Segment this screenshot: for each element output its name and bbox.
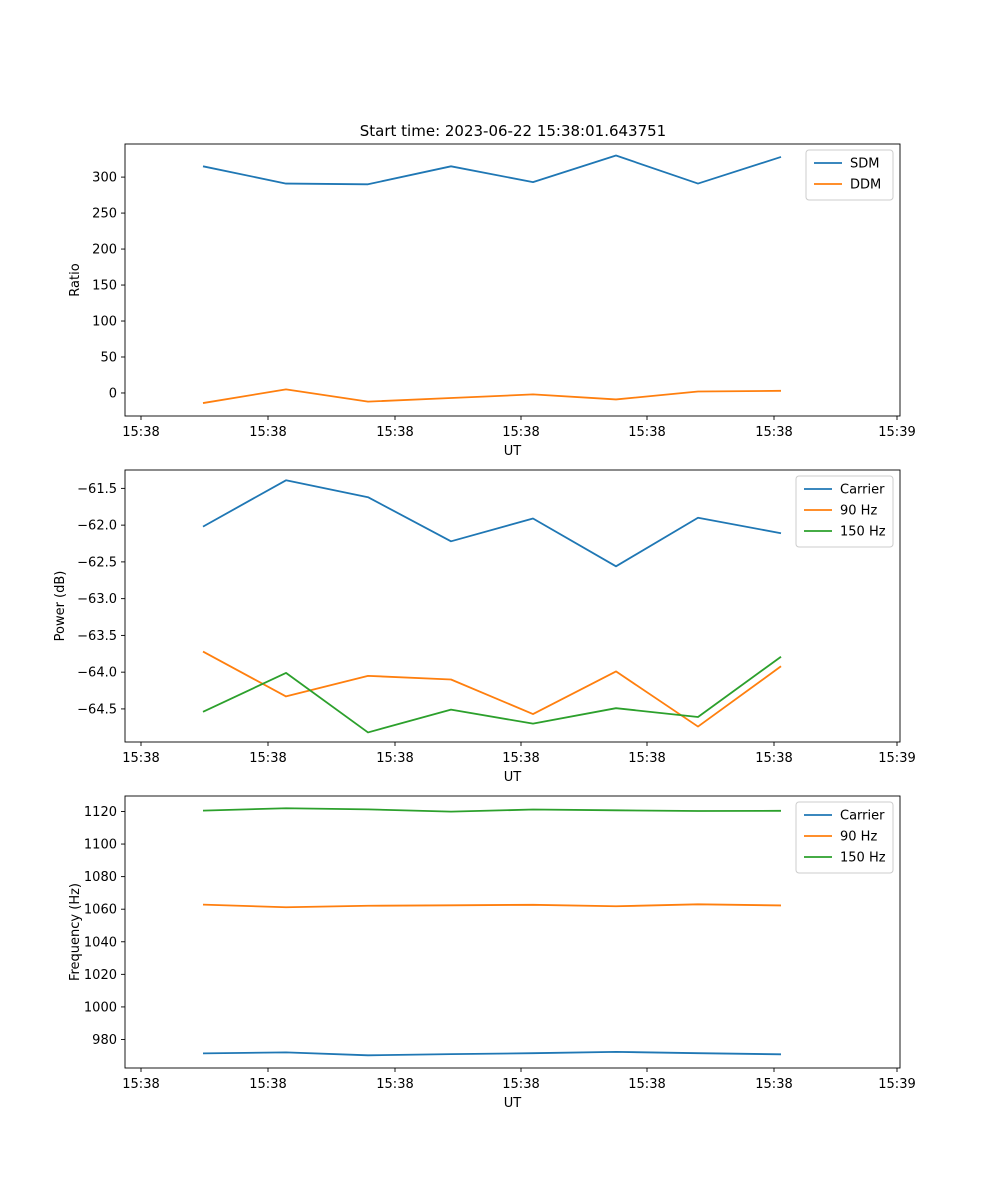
series-line-90-hz [202, 903, 782, 909]
y-tick-label: 1000 [84, 1000, 117, 1015]
x-tick-label: 15:38 [249, 1077, 286, 1092]
y-tick-label: 1100 [84, 838, 117, 853]
legend: Carrier 90 Hz 150 Hz [795, 475, 894, 548]
y-tick-label: 1060 [84, 903, 117, 918]
y-tick-label: −63.0 [77, 592, 117, 607]
plot-frame [124, 469, 901, 743]
y-tick-label: −62.0 [77, 519, 117, 534]
x-tick-label: 15:38 [376, 1077, 413, 1092]
x-tick-label: 15:38 [122, 1077, 159, 1092]
y-tick-label: −64.5 [77, 702, 117, 717]
chart-panel-1: 15:38 15:38 15:38 15:38 15:38 15:38 15:39 0 50 10… [68, 143, 916, 459]
legend-box [795, 801, 894, 874]
x-tick-label: 15:38 [502, 751, 539, 766]
legend-label: 90 Hz [840, 830, 877, 845]
x-tick-label: 15:38 [628, 425, 665, 440]
x-tick-label: 15:38 [755, 1077, 792, 1092]
series-line-carrier [202, 479, 782, 568]
y-axis-label: Power (dB) [53, 571, 68, 642]
legend-label: Carrier [840, 483, 885, 498]
series-line-150-hz [202, 807, 782, 813]
y-tick-label: −63.5 [77, 629, 117, 644]
x-tick-label: 15:38 [376, 425, 413, 440]
chart-panel-2: 15:38 15:38 15:38 15:38 15:38 15:38 15:39 −61.5… [53, 469, 916, 785]
series-line-ddm [202, 388, 782, 404]
x-tick-label: 15:38 [628, 751, 665, 766]
plot-frame [124, 795, 901, 1069]
x-tick-label: 15:38 [502, 1077, 539, 1092]
series-line-sdm [202, 154, 782, 186]
x-tick-label: 15:39 [878, 1077, 915, 1092]
legend-label: Carrier [840, 809, 885, 824]
y-tick-label: −64.0 [77, 666, 117, 681]
x-tick-label: 15:38 [502, 425, 539, 440]
y-tick-label: 1080 [84, 870, 117, 885]
legend-label: 90 Hz [840, 504, 877, 519]
x-tick-label: 15:39 [878, 751, 915, 766]
y-tick-label: 300 [92, 171, 117, 186]
legend: SDM DDM [805, 149, 894, 201]
series-line-150-hz [202, 655, 782, 734]
legend-label: 150 Hz [840, 851, 886, 866]
y-tick-label: 50 [100, 350, 117, 365]
y-tick-label: 250 [92, 207, 117, 222]
y-axis-label: Ratio [68, 263, 83, 296]
plot-frame [124, 143, 901, 417]
x-tick-label: 15:39 [878, 425, 915, 440]
legend-label: 150 Hz [840, 525, 886, 540]
y-tick-label: −61.5 [77, 482, 117, 497]
x-tick-label: 15:38 [122, 751, 159, 766]
x-axis-label: UT [504, 770, 522, 785]
series-line-carrier [202, 1050, 782, 1057]
chart-title: Start time: 2023-06-22 15:38:01.643751 [360, 122, 666, 140]
chart-panel-3: 15:38 15:38 15:38 15:38 15:38 15:38 15:39 980 10… [68, 795, 916, 1111]
legend-box [795, 475, 894, 548]
y-tick-label: 0 [109, 386, 117, 401]
legend-label: SDM [850, 157, 879, 172]
series-line-90-hz [202, 650, 782, 728]
y-tick-label: 1040 [84, 935, 117, 950]
x-axis-label: UT [504, 444, 522, 459]
x-tick-label: 15:38 [249, 751, 286, 766]
x-tick-label: 15:38 [755, 425, 792, 440]
x-tick-label: 15:38 [122, 425, 159, 440]
y-tick-label: 1020 [84, 968, 117, 983]
y-tick-label: 1120 [84, 805, 117, 820]
y-tick-label: 150 [92, 279, 117, 294]
legend-label: DDM [850, 178, 881, 193]
x-axis-label: UT [504, 1096, 522, 1111]
y-tick-label: −62.5 [77, 555, 117, 570]
y-tick-label: 100 [92, 315, 117, 330]
y-axis-label: Frequency (Hz) [68, 883, 83, 981]
y-tick-label: 980 [92, 1033, 117, 1048]
x-tick-label: 15:38 [249, 425, 286, 440]
y-tick-label: 200 [92, 243, 117, 258]
legend: Carrier 90 Hz 150 Hz [795, 801, 894, 874]
x-tick-label: 15:38 [755, 751, 792, 766]
x-tick-label: 15:38 [376, 751, 413, 766]
x-tick-label: 15:38 [628, 1077, 665, 1092]
